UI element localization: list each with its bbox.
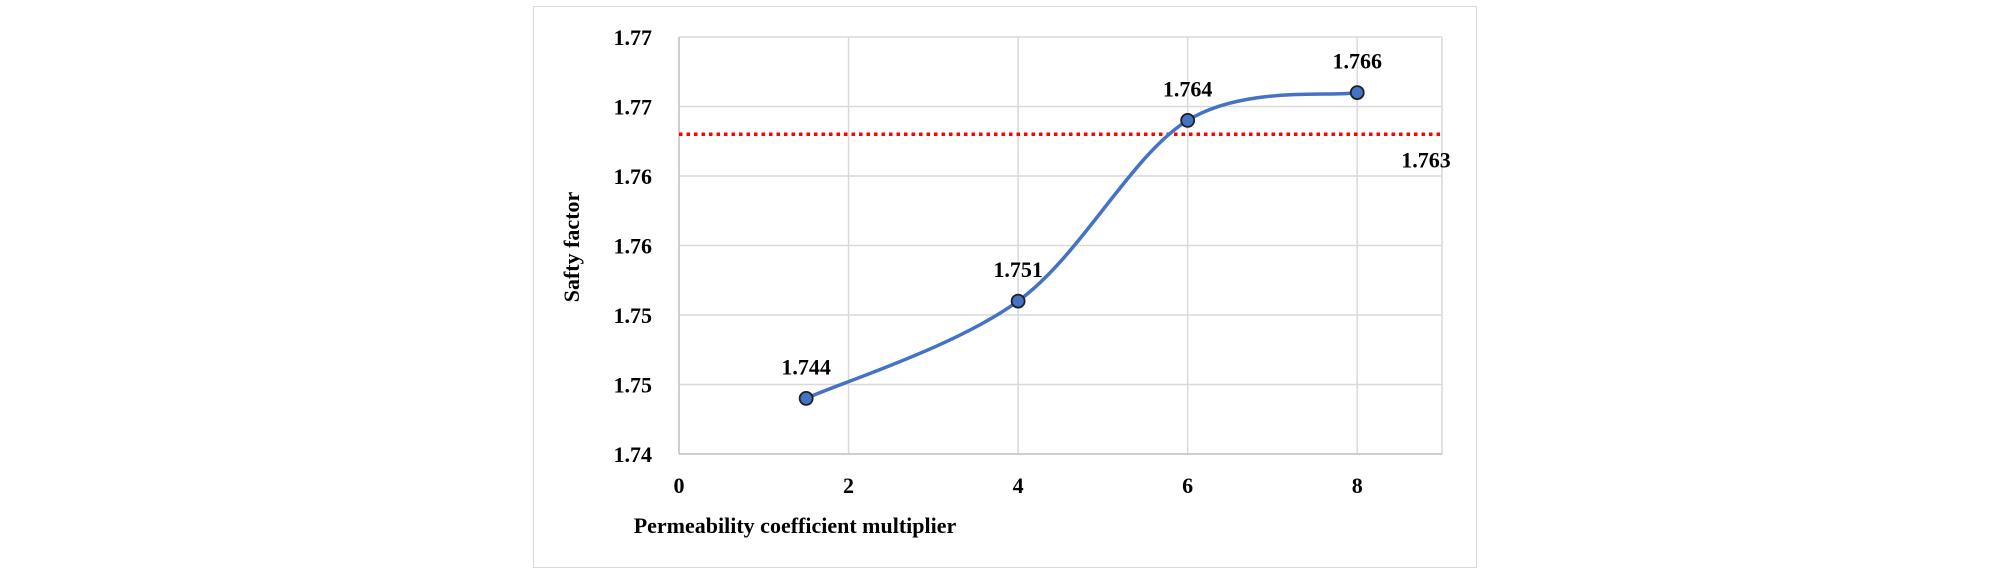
x-tick-label: 2: [843, 473, 854, 498]
reference-line-label: 1.763: [1401, 147, 1451, 172]
labels-group: 1.74 1.75 1.75 1.76 1.76 1.77 1.77 0 2 4 6 8 1.763 1.…: [614, 25, 1451, 498]
y-tick-label: 1.77: [614, 95, 653, 120]
x-axis-title: Permeability coefficient multiplier: [634, 513, 957, 538]
y-tick-label: 1.75: [614, 373, 653, 398]
y-tick-label: 1.77: [614, 25, 653, 50]
chart-svg: 1.74 1.75 1.75 1.76 1.76 1.77 1.77 0 2 4 6 8 1.763 1.…: [559, 25, 1451, 538]
x-tick-label: 8: [1352, 473, 1363, 498]
x-tick-label: 0: [674, 473, 685, 498]
data-point: [1349, 85, 1365, 100]
x-tick-label: 6: [1182, 473, 1193, 498]
gridlines: [679, 36, 1443, 454]
data-label: 1.744: [781, 354, 831, 379]
series-line: [804, 90, 1359, 401]
y-axis-title: Safty factor: [559, 191, 584, 302]
chart-frame: 1.74 1.75 1.75 1.76 1.76 1.77 1.77 0 2 4 6 8 1.763 1.…: [533, 6, 1477, 568]
y-tick-label: 1.76: [614, 164, 653, 189]
y-tick-label: 1.75: [614, 303, 653, 328]
axes: [678, 37, 1442, 455]
data-label: 1.764: [1163, 76, 1213, 101]
y-tick-label: 1.74: [614, 442, 653, 467]
data-point: [1180, 113, 1196, 128]
data-label: 1.766: [1332, 49, 1382, 74]
series-group: [798, 85, 1365, 406]
data-point: [1010, 293, 1026, 309]
y-tick-label: 1.76: [614, 234, 653, 259]
data-point: [798, 390, 814, 406]
data-label: 1.751: [993, 257, 1042, 282]
x-tick-label: 4: [1013, 473, 1024, 498]
